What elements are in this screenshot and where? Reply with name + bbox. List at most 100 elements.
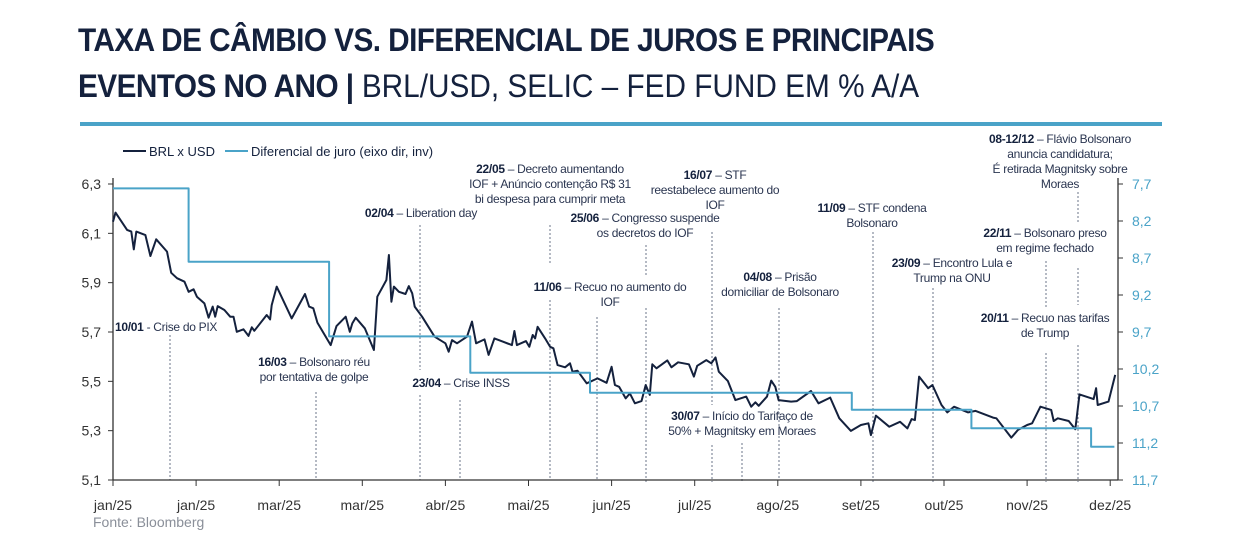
right-tick-label: 9,7 (1132, 324, 1152, 340)
annotation-date: 22/11 (983, 226, 1012, 240)
annotation-text: os decretos do IOF (596, 226, 694, 240)
annotation-text: bi despesa para cumprir meta (474, 192, 626, 206)
annotation-text: É retirada Magnitsky sobre (992, 162, 1128, 176)
x-tick-label: abr/25 (426, 497, 466, 513)
annotation-text: 50% + Magnitsky em Moraes (668, 424, 816, 438)
annotation-date: 20/11 (980, 311, 1009, 325)
annotation-text: – Flávio Bolsonaro (1033, 132, 1132, 146)
x-tick-label: out/25 (925, 497, 964, 513)
annotation-text: – Congresso suspende (599, 211, 720, 225)
chart-subtitle: BRL/USD, SELIC – FED FUND EM % A/A (353, 68, 920, 104)
annotation-date: 16/07 (683, 168, 713, 182)
annotation-02-04: 02/04 – Liberation day (365, 206, 477, 221)
annotation-text: – Decreto aumentando (504, 162, 624, 176)
annotation-text: – Liberation day (393, 206, 478, 220)
annotation-text: – Início do Tarifaço de (699, 409, 814, 423)
annotation-20-11: 20/11 – Recuo nas tarifas de Trump (981, 311, 1110, 341)
annotation-23-09: 23/09 – Encontro Lula e Trump na ONU (892, 256, 1013, 286)
legend-label-differential: Diferencial de juro (eixo dir, inv) (251, 144, 433, 159)
x-tick-label: nov/25 (1006, 497, 1048, 513)
right-tick-label: 10,7 (1132, 398, 1159, 414)
left-tick-label: 5,1 (82, 472, 102, 488)
right-tick-label: 8,2 (1132, 213, 1152, 229)
annotation-text: – STF condena (845, 201, 927, 215)
annotation-text: – Encontro Lula e (920, 256, 1013, 270)
brl-usd-line (112, 211, 1117, 439)
x-tick-label: jul/25 (677, 497, 712, 513)
x-tick-label: jan/25 (93, 497, 132, 513)
source-note: Fonte: Bloomberg (93, 514, 205, 530)
chart-title-line2: EVENTOS NO ANO | BRL/USD, SELIC – FED FU… (78, 68, 919, 105)
left-tick-label: 5,5 (82, 373, 102, 389)
annotation-23-04: 23/04 – Crise INSS (412, 376, 510, 391)
annotation-text: IOF + Anúncio contenção R$ 31 (469, 177, 631, 191)
annotation-text: – STF (712, 168, 747, 182)
annotation-date: 23/04 (412, 376, 441, 390)
annotation-date: 08-12/12 (988, 132, 1034, 146)
annotation-text: IOF (705, 198, 725, 212)
left-tick-label: 6,3 (82, 176, 102, 192)
annotation-text: IOF (600, 295, 620, 309)
x-tick-label: jun/25 (592, 497, 631, 513)
annotation-text: Trump na ONU (913, 271, 991, 285)
annotation-text: – Recuo no aumento do (561, 280, 687, 294)
annotation-08-12-12: 08-12/12 – Flávio Bolsonaro anuncia candi… (989, 132, 1131, 192)
annotation-11-09: 11/09 – STF condena Bolsonaro (817, 201, 926, 231)
x-tick-label: mar/25 (341, 497, 385, 513)
left-tick-label: 5,9 (82, 275, 102, 291)
annotation-date: 11/06 (533, 280, 562, 294)
title-divider (80, 122, 1162, 126)
x-tick-label: mar/25 (257, 497, 301, 513)
annotation-date: 04/08 (743, 270, 772, 284)
annotation-16-07: 16/07 – STF reestabelece aumento do IOF (651, 168, 780, 213)
annotation-text: anuncia candidatura; (1007, 147, 1113, 161)
x-tick-label: dez/25 (1089, 497, 1131, 513)
annotation-text: – Prisão (771, 270, 817, 284)
title-bold: EVENTOS NO ANO | (78, 68, 354, 104)
annotation-text: de Trump (1020, 326, 1070, 340)
annotation-22-05: 22/05 – Decreto aumentando IOF + Anúncio … (469, 162, 631, 207)
annotation-text: em regime fechado (996, 241, 1094, 255)
annotation-text: – Bolsonaro preso (1011, 226, 1107, 240)
right-tick-label: 11,7 (1132, 472, 1158, 488)
annotation-22-11: 22/11 – Bolsonaro preso em regime fechado (983, 226, 1107, 256)
right-tick-label: 11,2 (1132, 435, 1158, 451)
annotation-11-06: 11/06 – Recuo no aumento do IOF (534, 280, 687, 310)
annotation-text: domiciliar de Bolsonaro (721, 285, 839, 299)
right-tick-label: 8,7 (1132, 250, 1152, 266)
right-tick-label: 10,2 (1132, 361, 1159, 377)
annotation-text: – Bolsonaro réu (286, 355, 371, 369)
annotation-30-07: 30/07 – Início do Tarifaço de 50% + Magni… (668, 409, 816, 439)
left-tick-label: 5,3 (82, 423, 102, 439)
left-tick-label: 6,1 (82, 225, 102, 241)
annotation-text: por tentativa de golpe (259, 370, 369, 384)
annotation-date: 16/03 (258, 355, 287, 369)
annotation-16-03: 16/03 – Bolsonaro réu por tentativa de go… (258, 355, 370, 385)
annotation-date: 22/05 (476, 162, 505, 176)
annotation-text: Bolsonaro (846, 216, 898, 230)
annotation-25-06: 25/06 – Congresso suspende os decretos do… (571, 211, 720, 241)
annotation-10-01: 10/01 - Crise do PIX (115, 320, 217, 335)
x-tick-label: mai/25 (507, 497, 549, 513)
x-tick-label: jan/25 (176, 497, 215, 513)
x-tick-label: ago/25 (756, 497, 799, 513)
annotation-04-08: 04/08 – Prisão domiciliar de Bolsonaro (721, 270, 839, 300)
right-tick-label: 7,7 (1132, 176, 1152, 192)
interest-differential-line (113, 187, 1115, 448)
annotation-date: 11/09 (817, 201, 846, 215)
left-tick-label: 5,7 (82, 324, 102, 340)
annotation-date: 10/01 (115, 320, 144, 334)
chart-title-line1: TAXA DE CÂMBIO VS. DIFERENCIAL DE JUROS … (78, 22, 935, 58)
annotation-date: 30/07 (671, 409, 700, 423)
annotation-text: - Crise do PIX (143, 320, 218, 334)
right-tick-label: 9,2 (1132, 287, 1152, 303)
annotation-date: 23/09 (891, 256, 921, 270)
annotation-date: 02/04 (364, 206, 394, 220)
x-tick-label: set/25 (842, 497, 880, 513)
annotation-date: 25/06 (570, 211, 600, 225)
annotation-text: – Crise INSS (440, 376, 510, 390)
annotation-text: – Recuo nas tarifas (1008, 311, 1110, 325)
annotation-text: Moraes (1040, 177, 1080, 191)
annotation-text: reestabelece aumento do (650, 183, 780, 197)
